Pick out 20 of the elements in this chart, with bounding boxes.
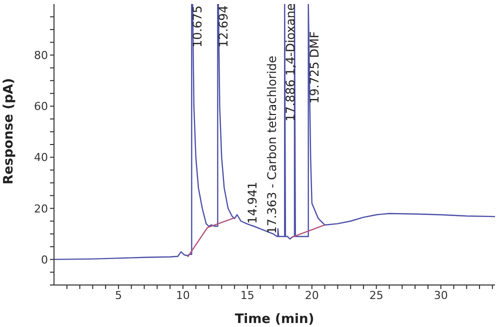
x-tick-label: 30 [434,288,448,302]
annotation: 14.941 [246,182,260,224]
annotation: 17.886 1,4-Dioxane [284,3,298,122]
annotation: 17.363 - Carbon tetrachloride [264,56,279,234]
x-tick-label: 5 [114,288,122,302]
annotation: 12.694 [216,5,231,48]
y-tick-label: 0 [41,253,48,266]
y-tick-label: 40 [34,151,48,164]
y-tick-label: 20 [34,202,48,216]
annotation: 10.675 [190,5,205,48]
y-tick-label: 80 [34,48,48,62]
x-tick-label: 20 [304,288,319,302]
x-tick-label: 25 [369,288,384,302]
annotation: 19.725 DMF [307,31,322,104]
y-tick-label: 60 [34,100,48,114]
line-series [54,4,495,260]
x-tick-label: 15 [240,288,254,302]
x-tick-label: 10 [176,288,190,302]
y-axis-title: Response (pA) [2,78,17,184]
x-axis-title: Time (min) [234,312,314,327]
